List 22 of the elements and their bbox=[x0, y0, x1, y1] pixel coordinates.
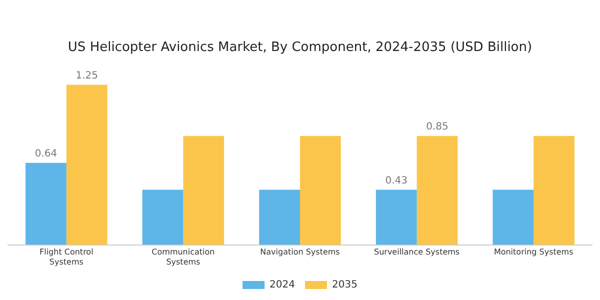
x-tick-label: Surveillance Systems bbox=[374, 248, 460, 257]
bar bbox=[416, 136, 458, 245]
x-tick-label: Navigation Systems bbox=[260, 248, 340, 257]
bar bbox=[259, 190, 300, 245]
bar bbox=[26, 162, 66, 245]
x-tick-label: Communication Systems bbox=[152, 248, 215, 266]
legend-label: 2035 bbox=[332, 280, 358, 291]
x-tick-label: Flight Control Systems bbox=[40, 248, 94, 266]
chart-title: US Helicopter Avionics Market, By Component, 2024-2035 (USD Billion) bbox=[68, 40, 532, 56]
bar bbox=[142, 190, 184, 245]
data-label: 0.85 bbox=[426, 122, 448, 133]
x-tick-label: Monitoring Systems bbox=[494, 248, 574, 257]
data-label: 1.25 bbox=[76, 70, 98, 82]
bar bbox=[66, 84, 108, 245]
bar bbox=[183, 136, 224, 245]
data-label: 0.43 bbox=[385, 175, 408, 186]
bar bbox=[300, 136, 341, 245]
bar bbox=[376, 190, 417, 245]
legend-label: 2024 bbox=[270, 280, 296, 291]
bar bbox=[534, 136, 574, 245]
bar bbox=[492, 190, 534, 245]
data-label: 0.64 bbox=[34, 148, 58, 160]
